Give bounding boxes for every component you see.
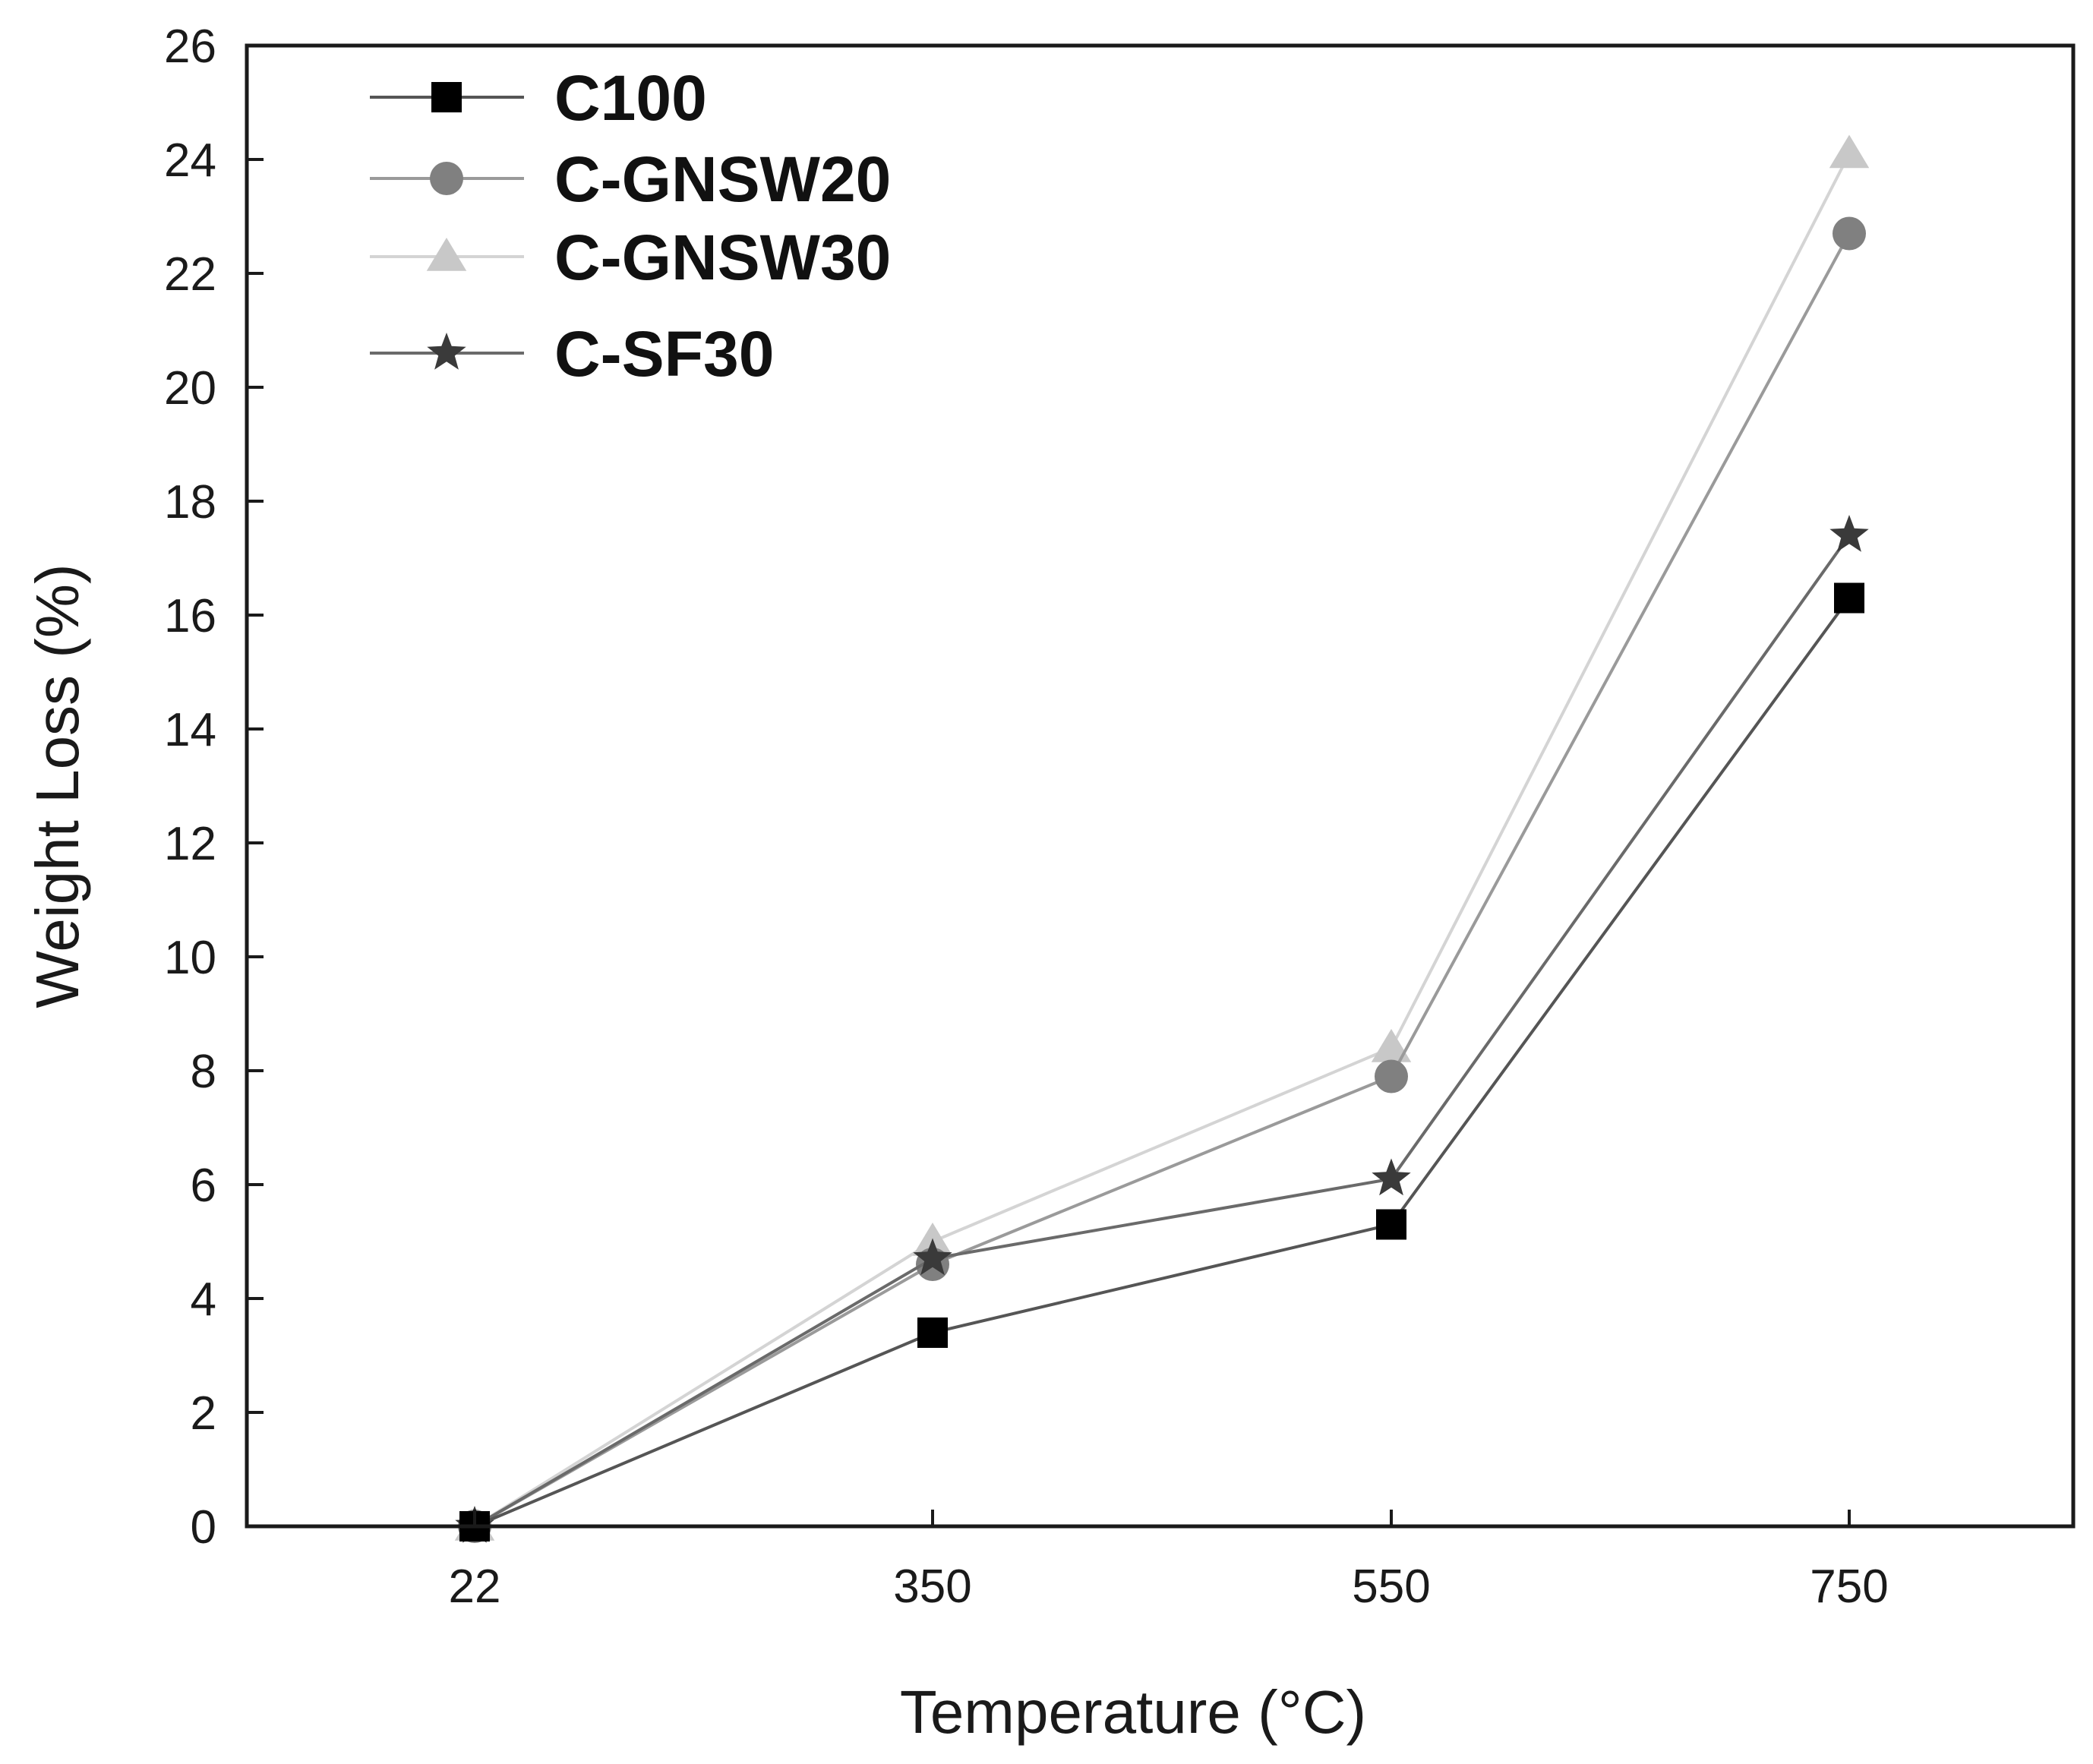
legend-marker-c100 bbox=[431, 82, 462, 112]
y-tick-label: 26 bbox=[164, 21, 216, 73]
series-line-c-gnsw20 bbox=[474, 232, 1851, 1528]
x-tick-label: 350 bbox=[893, 1560, 971, 1613]
legend-marker-c-gnsw20 bbox=[430, 162, 463, 195]
y-tick-label: 18 bbox=[164, 476, 216, 529]
y-tick-label: 0 bbox=[191, 1501, 216, 1554]
x-axis-title: Temperature (°C) bbox=[900, 1678, 1366, 1746]
x-axis: 22 350 550 750 bbox=[449, 1510, 1889, 1613]
x-tick-label: 22 bbox=[449, 1560, 501, 1613]
data-point-c100 bbox=[1834, 582, 1864, 614]
legend-label-c-gnsw20: C-GNSW20 bbox=[554, 144, 891, 215]
data-point-c100 bbox=[917, 1317, 948, 1348]
y-tick-label: 12 bbox=[164, 818, 216, 870]
data-point-c-gnsw20 bbox=[1375, 1059, 1408, 1093]
data-point-c-sf30 bbox=[913, 1238, 952, 1276]
series-line-c100 bbox=[474, 597, 1851, 1528]
data-point-c-gnsw30 bbox=[1371, 1029, 1412, 1062]
legend-marker-c-sf30 bbox=[427, 333, 466, 370]
data-point-c-sf30 bbox=[1372, 1158, 1411, 1196]
y-tick-label: 4 bbox=[191, 1273, 216, 1326]
data-point-c-sf30 bbox=[1829, 515, 1869, 552]
y-tick-label: 10 bbox=[164, 932, 216, 984]
plot-frame bbox=[245, 43, 2076, 1529]
y-tick-label: 22 bbox=[164, 248, 216, 301]
series-line-c-sf30 bbox=[473, 534, 1851, 1528]
y-tick-label: 24 bbox=[164, 134, 216, 187]
y-tick-label: 6 bbox=[191, 1160, 216, 1212]
data-point-c-gnsw30 bbox=[1829, 134, 1870, 169]
x-tick-label: 750 bbox=[1810, 1560, 1888, 1613]
legend-marker-c-gnsw30 bbox=[426, 238, 467, 271]
x-tick-label: 550 bbox=[1352, 1560, 1430, 1613]
y-tick-label: 14 bbox=[164, 704, 216, 756]
y-tick-label: 20 bbox=[164, 362, 216, 415]
y-axis-title: Weight Loss (%) bbox=[24, 563, 91, 1008]
legend-label-c100: C100 bbox=[554, 62, 707, 134]
series-line-c-gnsw30 bbox=[473, 153, 1851, 1528]
y-tick-label: 2 bbox=[191, 1387, 216, 1440]
data-point-c-gnsw20 bbox=[1833, 216, 1866, 251]
legend-label-c-gnsw30: C-GNSW30 bbox=[554, 222, 891, 293]
legend-label-c-sf30: C-SF30 bbox=[554, 318, 774, 390]
y-tick-label: 16 bbox=[164, 590, 216, 642]
data-point-c100 bbox=[1376, 1209, 1406, 1240]
y-tick-label: 8 bbox=[191, 1046, 216, 1098]
